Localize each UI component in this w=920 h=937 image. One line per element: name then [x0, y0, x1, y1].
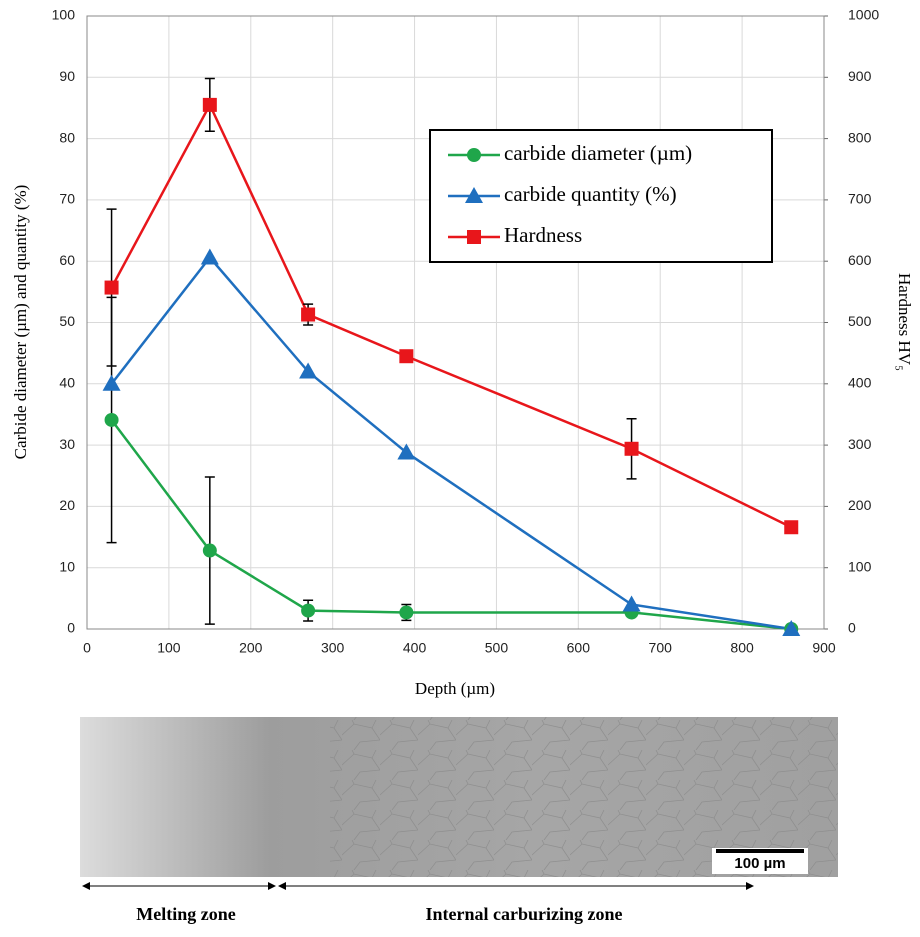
x-tick-label: 600 — [567, 640, 591, 656]
y-tick-label: 40 — [59, 375, 75, 391]
x-tick-label: 100 — [157, 640, 181, 656]
legend-label: Hardness — [504, 223, 582, 247]
marker — [467, 230, 481, 244]
y-tick-label: 80 — [59, 129, 75, 145]
y-tick-label: 90 — [59, 68, 75, 84]
marker — [301, 307, 316, 322]
y-tick-label: 100 — [52, 7, 76, 23]
zone-label: Melting zone — [136, 904, 235, 924]
y-tick-label: 0 — [67, 620, 75, 636]
marker — [301, 603, 316, 618]
x-tick-label: 500 — [485, 640, 509, 656]
y2-tick-label: 600 — [848, 252, 872, 268]
y2-tick-label: 100 — [848, 558, 872, 574]
marker — [784, 520, 799, 535]
y2-tick-label: 300 — [848, 436, 872, 452]
series-line — [110, 419, 792, 631]
y-tick-label: 60 — [59, 252, 75, 268]
marker — [202, 97, 217, 112]
scale-bar-label: 100 µm — [734, 855, 785, 872]
legend-label: carbide quantity (%) — [504, 182, 677, 206]
y2-tick-label: 800 — [848, 129, 872, 145]
y2-tick-label: 1000 — [848, 7, 879, 23]
x-tick-label: 700 — [649, 640, 673, 656]
x-tick-label: 0 — [83, 640, 91, 656]
marker — [202, 543, 217, 558]
micrograph: 100 µm Melting zone Internal carburizing… — [80, 717, 838, 924]
marker — [299, 362, 318, 379]
series-line — [110, 255, 792, 631]
x-tick-label: 300 — [321, 640, 345, 656]
zone-label: Internal carburizing zone — [426, 904, 623, 924]
x-tick-label: 200 — [239, 640, 263, 656]
x-axis-label: Depth (µm) — [415, 679, 495, 698]
marker — [465, 187, 483, 203]
y-tick-label: 30 — [59, 436, 75, 452]
y-tick-label: 50 — [59, 313, 75, 329]
x-tick-label: 800 — [730, 640, 754, 656]
marker — [782, 620, 801, 636]
y2-tick-label: 200 — [848, 497, 872, 513]
marker — [467, 148, 481, 162]
y2-axis-label: Hardness HV₅ — [895, 273, 914, 371]
marker — [399, 349, 414, 364]
marker — [399, 605, 414, 620]
y2-tick-label: 0 — [848, 620, 856, 636]
marker — [622, 595, 641, 612]
marker — [104, 280, 119, 295]
plot-frame — [86, 15, 825, 630]
y2-tick-label: 900 — [848, 68, 872, 84]
marker — [104, 412, 119, 427]
series-line — [110, 102, 792, 529]
legend: carbide diameter (µm) carbide quantity (%… — [429, 129, 773, 263]
legend-label: carbide diameter (µm) — [504, 141, 692, 165]
x-tick-label: 900 — [812, 640, 836, 656]
marker — [397, 443, 416, 460]
y-tick-label: 10 — [59, 558, 75, 574]
y2-tick-label: 500 — [848, 313, 872, 329]
y2-tick-label: 700 — [848, 191, 872, 207]
x-tick-label: 400 — [403, 640, 427, 656]
marker — [624, 441, 639, 456]
y2-tick-label: 400 — [848, 375, 872, 391]
y-tick-label: 20 — [59, 497, 75, 513]
plot: 0 100 200 300 400 500 600 700 800 900010203040506… — [52, 7, 880, 656]
y-tick-label: 70 — [59, 191, 75, 207]
marker — [102, 374, 121, 391]
y-axis-label: Carbide diameter (µm) and quantity (%) — [11, 185, 30, 460]
marker — [200, 248, 219, 265]
